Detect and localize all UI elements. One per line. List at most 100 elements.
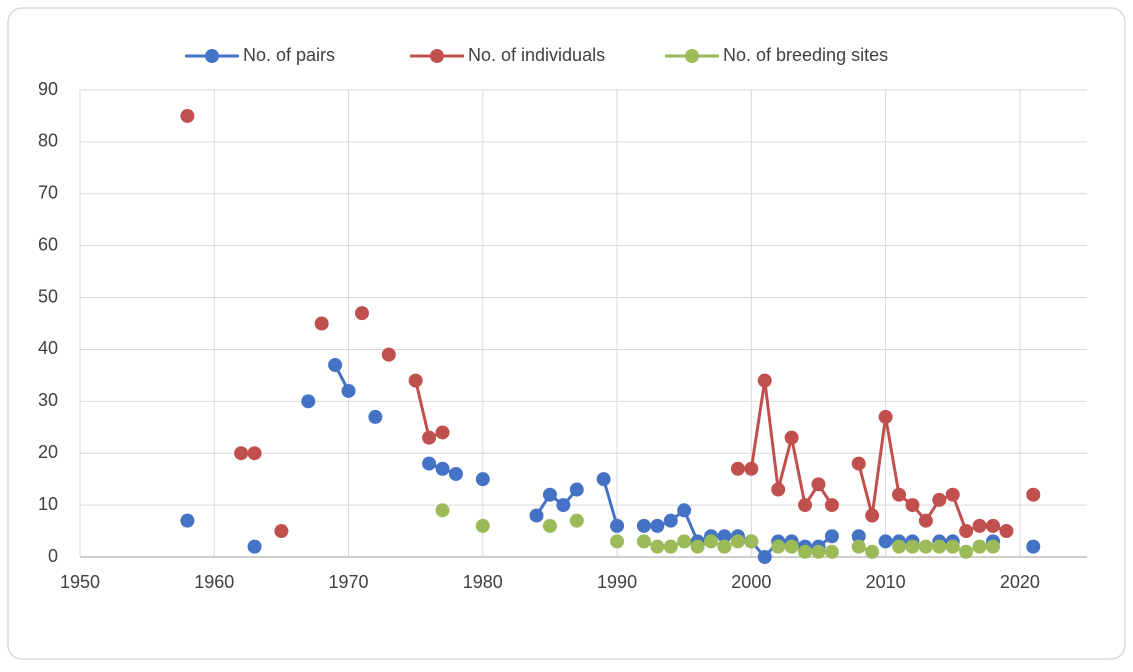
data-point: [918, 539, 933, 554]
data-point: [542, 487, 557, 502]
data-point: [824, 544, 839, 559]
data-point: [368, 409, 383, 424]
legend-label: No. of pairs: [243, 45, 335, 65]
data-point: [435, 503, 450, 518]
data-point: [1026, 539, 1041, 554]
data-point: [784, 430, 799, 445]
data-point: [851, 456, 866, 471]
data-point: [542, 518, 557, 533]
y-tick-label: 0: [48, 546, 58, 566]
data-point: [730, 461, 745, 476]
data-point: [865, 544, 880, 559]
data-point: [475, 518, 490, 533]
data-point: [824, 498, 839, 513]
legend-label: No. of breeding sites: [723, 45, 888, 65]
data-point: [381, 347, 396, 362]
data-point: [610, 534, 625, 549]
chart-frame: [7, 7, 1126, 660]
y-tick-label: 70: [38, 183, 58, 203]
x-tick-label: 1960: [194, 572, 234, 592]
data-point: [435, 425, 450, 440]
data-point: [677, 534, 692, 549]
data-point: [704, 534, 719, 549]
data-point: [422, 456, 437, 471]
data-point: [354, 306, 369, 321]
data-point: [730, 534, 745, 549]
x-tick-label: 1990: [597, 572, 637, 592]
data-point: [690, 539, 705, 554]
data-point: [878, 534, 893, 549]
data-point: [328, 358, 343, 373]
legend-marker: [205, 49, 219, 63]
data-point: [663, 539, 678, 554]
data-point: [905, 498, 920, 513]
data-point: [274, 524, 289, 539]
data-point: [959, 524, 974, 539]
data-point: [556, 498, 571, 513]
y-tick-label: 50: [38, 286, 58, 306]
data-point: [851, 539, 866, 554]
data-point: [784, 539, 799, 554]
y-tick-label: 90: [38, 79, 58, 99]
y-tick-label: 80: [38, 131, 58, 151]
data-point: [865, 508, 880, 523]
data-point: [892, 487, 907, 502]
data-point: [247, 539, 262, 554]
data-point: [435, 461, 450, 476]
data-point: [851, 529, 866, 544]
y-tick-label: 20: [38, 442, 58, 462]
data-point: [569, 482, 584, 497]
data-point: [529, 508, 544, 523]
data-point: [878, 409, 893, 424]
data-point: [771, 539, 786, 554]
data-point: [180, 108, 195, 123]
data-point: [650, 518, 665, 533]
data-point: [636, 534, 651, 549]
data-point: [636, 518, 651, 533]
x-tick-label: 2010: [866, 572, 906, 592]
data-point: [663, 513, 678, 528]
data-point: [1026, 487, 1041, 502]
data-point: [569, 513, 584, 528]
data-point: [771, 482, 786, 497]
data-point: [798, 498, 813, 513]
y-tick-label: 30: [38, 390, 58, 410]
data-point: [986, 518, 1001, 533]
data-point: [999, 524, 1014, 539]
data-point: [757, 550, 772, 564]
data-point: [314, 316, 329, 331]
data-point: [892, 539, 907, 554]
data-point: [972, 539, 987, 554]
data-point: [610, 518, 625, 533]
x-tick-label: 2020: [1000, 572, 1040, 592]
data-point: [341, 383, 356, 398]
y-tick-label: 40: [38, 338, 58, 358]
legend-marker: [685, 49, 699, 63]
data-point: [717, 539, 732, 554]
data-point: [824, 529, 839, 544]
x-tick-label: 1980: [463, 572, 503, 592]
data-point: [757, 373, 772, 388]
data-point: [448, 466, 463, 481]
data-point: [811, 544, 826, 559]
data-point: [811, 477, 826, 492]
data-point: [234, 446, 249, 461]
data-point: [744, 534, 759, 549]
data-point: [972, 518, 987, 533]
data-point: [247, 446, 262, 461]
data-point: [650, 539, 665, 554]
y-tick-label: 10: [38, 494, 58, 514]
data-point: [180, 513, 195, 528]
legend-label: No. of individuals: [468, 45, 605, 65]
x-tick-label: 1950: [60, 572, 100, 592]
data-point: [959, 544, 974, 559]
data-point: [422, 430, 437, 445]
data-point: [717, 529, 732, 544]
data-point: [301, 394, 316, 409]
data-point: [986, 539, 1001, 554]
data-point: [932, 492, 947, 507]
data-point: [475, 472, 490, 487]
data-point: [905, 539, 920, 554]
data-point: [932, 539, 947, 554]
